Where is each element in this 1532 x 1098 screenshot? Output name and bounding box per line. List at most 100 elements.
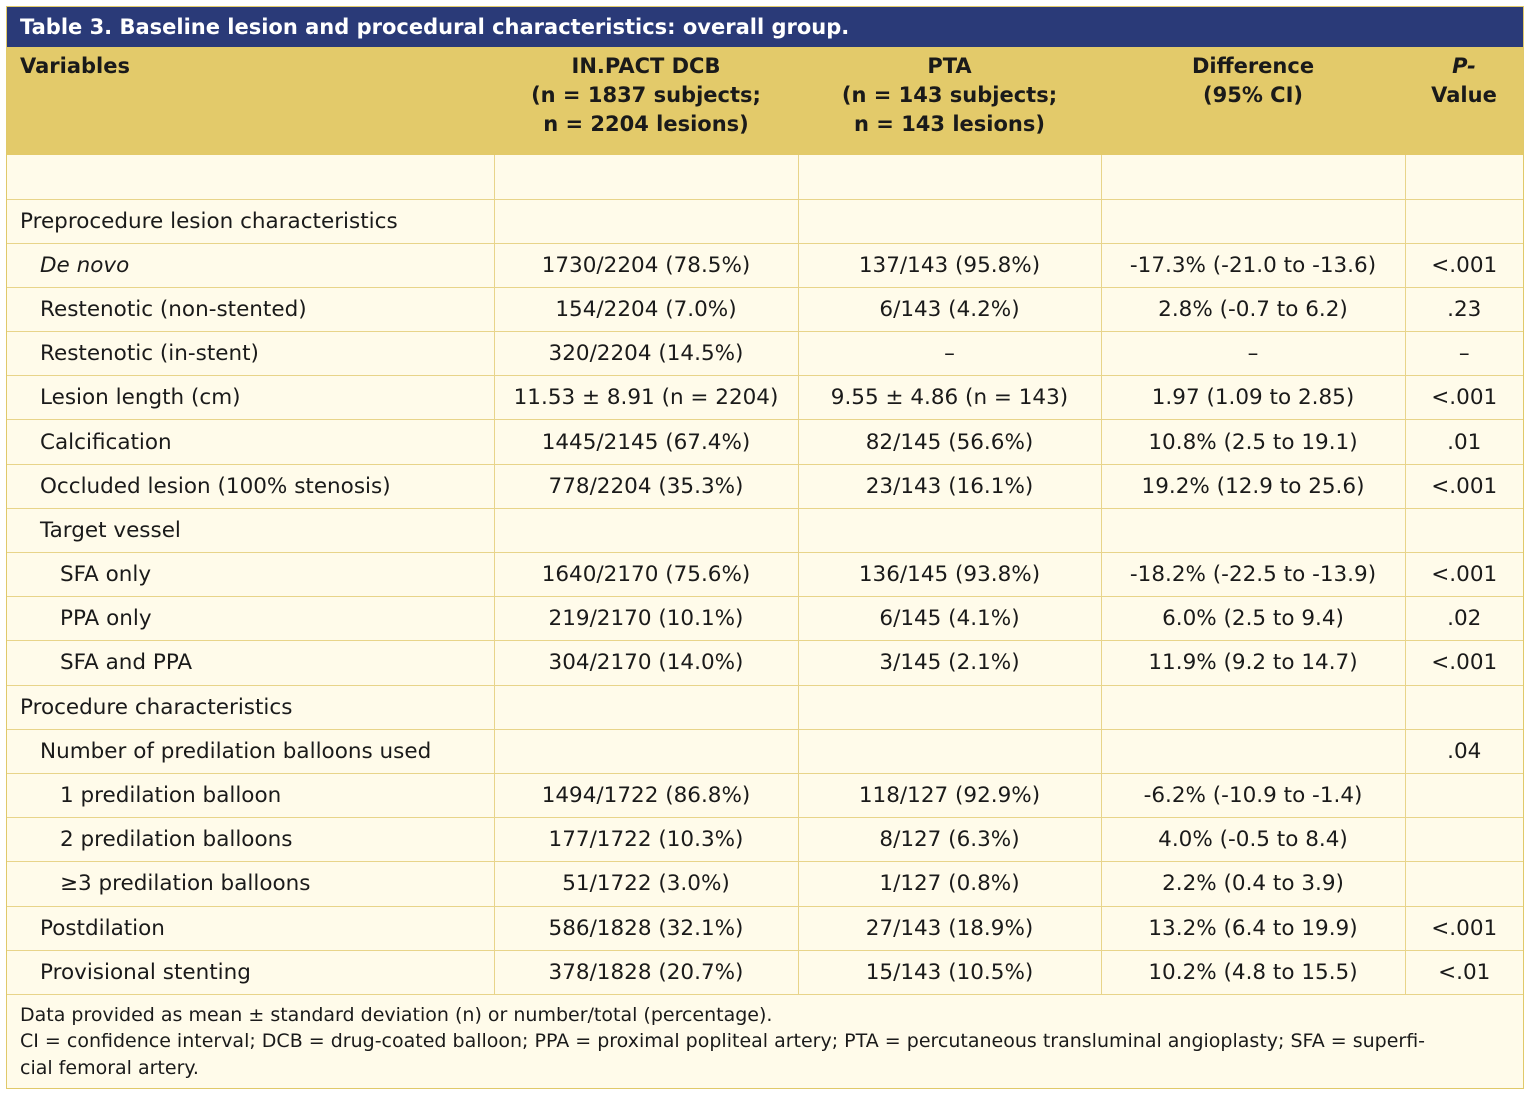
cell-dcb — [493, 155, 799, 200]
cell-p-value — [1404, 817, 1523, 863]
cell-pta — [797, 684, 1102, 730]
cell-pta: 3/145 (2.1%) — [797, 640, 1102, 686]
cell-p-value: <.001 — [1404, 551, 1523, 598]
row-label: 1 predilation balloon — [7, 772, 495, 819]
cell-pta: 23/143 (16.1%) — [797, 463, 1102, 509]
cell-difference: 2.8% (-0.7 to 6.2) — [1100, 286, 1406, 333]
cell-pta: 6/143 (4.2%) — [797, 286, 1102, 333]
cell-p-value: – — [1404, 331, 1523, 377]
cell-dcb: 304/2170 (14.0%) — [493, 640, 799, 686]
row-label: Procedure characteristics — [7, 684, 495, 730]
table-row: Target vessel — [7, 507, 1523, 554]
table-row: 1 predilation balloon 1494/1722 (86.8%) 11… — [7, 772, 1523, 819]
cell-difference — [1100, 155, 1406, 200]
row-label: ≥3 predilation balloons — [7, 861, 495, 907]
table-row: PPA only 219/2170 (10.1%) 6/145 (4.1%) 6.0%… — [7, 596, 1523, 642]
cell-p-value — [1404, 198, 1523, 244]
table-row: SFA and PPA 304/2170 (14.0%) 3/145 (2.1%) 1… — [7, 640, 1523, 686]
cell-p-value: .23 — [1404, 286, 1523, 333]
table-row: Postdilation 586/1828 (32.1%) 27/143 (18.9… — [7, 905, 1523, 951]
header-difference: Difference (95% CI) — [1101, 47, 1405, 155]
table-row: Number of predilation balloons used .04 — [7, 728, 1523, 774]
table-row: Preprocedure lesion characteristics — [7, 198, 1523, 244]
cell-difference: – — [1100, 331, 1406, 377]
cell-difference — [1100, 507, 1406, 554]
table-container: Table 3. Baseline lesion and procedural … — [6, 6, 1524, 1089]
table-row: De novo 1730/2204 (78.5%) 137/143 (95.8%) -… — [7, 242, 1523, 288]
table-row: 2 predilation balloons 177/1722 (10.3%) 8/… — [7, 817, 1523, 863]
cell-p-value: <.001 — [1404, 375, 1523, 421]
cell-dcb: 1445/2145 (67.4%) — [493, 419, 799, 465]
footnote-line: CI = confidence interval; DCB = drug-coa… — [20, 1030, 1426, 1053]
cell-difference: -17.3% (-21.0 to -13.6) — [1100, 242, 1406, 288]
cell-dcb: 586/1828 (32.1%) — [493, 905, 799, 951]
header-row: Variables IN.PACT DCB (n = 1837 subjects… — [7, 47, 1523, 155]
cell-p-value: .04 — [1404, 728, 1523, 774]
cell-difference — [1100, 728, 1406, 774]
cell-pta — [797, 198, 1102, 244]
cell-pta: 15/143 (10.5%) — [797, 949, 1102, 995]
cell-pta: 137/143 (95.8%) — [797, 242, 1102, 288]
table-row: Procedure characteristics — [7, 684, 1523, 730]
row-label: Lesion length (cm) — [7, 375, 495, 421]
cell-difference: 10.8% (2.5 to 19.1) — [1100, 419, 1406, 465]
cell-difference — [1100, 198, 1406, 244]
row-label: Restenotic (in-stent) — [7, 331, 495, 377]
cell-p-value: <.001 — [1404, 463, 1523, 509]
table-body: Preprocedure lesion characteristics De no… — [7, 155, 1523, 995]
cell-p-value: <.001 — [1404, 640, 1523, 686]
table-row: Restenotic (in-stent) 320/2204 (14.5%) – – – — [7, 331, 1523, 377]
table-row: Calcification 1445/2145 (67.4%) 82/145 (56… — [7, 419, 1523, 465]
cell-difference: -18.2% (-22.5 to -13.9) — [1100, 551, 1406, 598]
row-label: Restenotic (non-stented) — [7, 286, 495, 333]
cell-pta: 82/145 (56.6%) — [797, 419, 1102, 465]
cell-p-value: .01 — [1404, 419, 1523, 465]
cell-dcb: 11.53 ± 8.91 (n = 2204) — [493, 375, 799, 421]
cell-p-value — [1404, 507, 1523, 554]
cell-dcb: 177/1722 (10.3%) — [493, 817, 799, 863]
cell-pta — [797, 155, 1102, 200]
header-p-value: P- Value — [1405, 47, 1523, 155]
cell-dcb — [493, 507, 799, 554]
footnote-line: cial femoral artery. — [20, 1056, 199, 1079]
cell-dcb: 320/2204 (14.5%) — [493, 331, 799, 377]
cell-p-value: .02 — [1404, 596, 1523, 642]
row-label: Occluded lesion (100% stenosis) — [7, 463, 495, 509]
cell-pta — [797, 728, 1102, 774]
cell-p-value — [1404, 155, 1523, 200]
row-label: Number of predilation balloons used — [7, 728, 495, 774]
row-label: SFA and PPA — [7, 640, 495, 686]
data-table: Variables IN.PACT DCB (n = 1837 subjects… — [7, 47, 1523, 995]
cell-p-value — [1404, 684, 1523, 730]
cell-p-value: <.001 — [1404, 905, 1523, 951]
table-footnote: Data provided as mean ± standard deviati… — [7, 995, 1523, 1082]
cell-p-value — [1404, 772, 1523, 819]
cell-pta: 27/143 (18.9%) — [797, 905, 1102, 951]
cell-difference: 11.9% (9.2 to 14.7) — [1100, 640, 1406, 686]
table-title: Table 3. Baseline lesion and procedural … — [7, 7, 1523, 47]
header-dcb: IN.PACT DCB (n = 1837 subjects; n = 2204… — [494, 47, 798, 155]
cell-dcb — [493, 684, 799, 730]
cell-pta: 9.55 ± 4.86 (n = 143) — [797, 375, 1102, 421]
table-row: Provisional stenting 378/1828 (20.7%) 15/1… — [7, 949, 1523, 995]
cell-difference — [1100, 684, 1406, 730]
row-label: SFA only — [7, 551, 495, 598]
footnote-line: Data provided as mean ± standard deviati… — [20, 1003, 773, 1026]
cell-dcb: 219/2170 (10.1%) — [493, 596, 799, 642]
row-label: PPA only — [7, 596, 495, 642]
header-pta: PTA (n = 143 subjects; n = 143 lesions) — [798, 47, 1101, 155]
cell-difference: 4.0% (-0.5 to 8.4) — [1100, 817, 1406, 863]
cell-dcb: 1494/1722 (86.8%) — [493, 772, 799, 819]
table-row: Restenotic (non-stented) 154/2204 (7.0%) 6… — [7, 286, 1523, 333]
cell-pta: 136/145 (93.8%) — [797, 551, 1102, 598]
cell-pta: 6/145 (4.1%) — [797, 596, 1102, 642]
table-row: SFA only 1640/2170 (75.6%) 136/145 (93.8%)… — [7, 551, 1523, 598]
cell-difference: 10.2% (4.8 to 15.5) — [1100, 949, 1406, 995]
cell-pta: 8/127 (6.3%) — [797, 817, 1102, 863]
cell-dcb — [493, 728, 799, 774]
table-row: Lesion length (cm) 11.53 ± 8.91 (n = 2204… — [7, 375, 1523, 421]
cell-pta: – — [797, 331, 1102, 377]
cell-dcb: 51/1722 (3.0%) — [493, 861, 799, 907]
cell-difference: 13.2% (6.4 to 19.9) — [1100, 905, 1406, 951]
cell-dcb: 378/1828 (20.7%) — [493, 949, 799, 995]
